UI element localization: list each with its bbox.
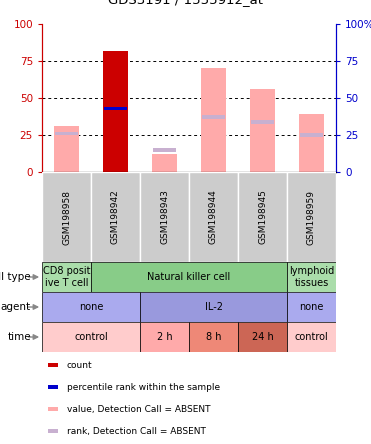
Text: value, Detection Call = ABSENT: value, Detection Call = ABSENT [67, 404, 210, 413]
Bar [189, 172, 238, 262]
Text: CD8 posit
ive T cell: CD8 posit ive T cell [43, 266, 90, 288]
Text: cell type: cell type [0, 272, 31, 282]
Bar [91, 262, 287, 292]
Text: lymphoid
tissues: lymphoid tissues [289, 266, 334, 288]
Text: GSM198945: GSM198945 [258, 190, 267, 245]
Text: rank, Detection Call = ABSENT: rank, Detection Call = ABSENT [67, 427, 206, 436]
Text: percentile rank within the sample: percentile rank within the sample [67, 382, 220, 392]
Text: GSM198942: GSM198942 [111, 190, 120, 244]
Bar [103, 51, 128, 172]
Text: none: none [299, 302, 324, 312]
Bar [140, 172, 189, 262]
Text: control: control [74, 332, 108, 342]
Bar [140, 322, 189, 352]
Text: time: time [7, 332, 31, 342]
Text: control: control [295, 332, 328, 342]
Text: none: none [79, 302, 103, 312]
Bar [287, 262, 336, 292]
Bar [203, 115, 224, 119]
Bar [299, 114, 324, 172]
Text: GSM198943: GSM198943 [160, 190, 169, 245]
Bar [42, 292, 140, 322]
Bar [152, 154, 177, 172]
Bar [287, 322, 336, 352]
Bar [48, 385, 59, 389]
Text: IL-2: IL-2 [204, 302, 223, 312]
Bar [287, 292, 336, 322]
Bar [201, 68, 226, 172]
Bar [91, 172, 140, 262]
Bar [140, 292, 287, 322]
Bar [48, 363, 59, 368]
Bar [42, 322, 140, 352]
Bar [287, 172, 336, 262]
Bar [250, 89, 275, 172]
Text: Natural killer cell: Natural killer cell [147, 272, 231, 282]
Text: count: count [67, 361, 92, 369]
Text: 8 h: 8 h [206, 332, 221, 342]
Text: GSM198944: GSM198944 [209, 190, 218, 244]
Text: GDS3191 / 1555912_at: GDS3191 / 1555912_at [108, 0, 263, 6]
Bar [42, 262, 91, 292]
Bar [48, 407, 59, 412]
Text: GSM198958: GSM198958 [62, 190, 71, 245]
Bar [105, 107, 127, 110]
Bar [301, 133, 322, 137]
Bar [252, 120, 273, 123]
Text: 2 h: 2 h [157, 332, 172, 342]
Bar [238, 172, 287, 262]
Bar [42, 172, 91, 262]
Bar [238, 322, 287, 352]
Text: GSM198959: GSM198959 [307, 190, 316, 245]
Bar [154, 148, 175, 152]
Text: 24 h: 24 h [252, 332, 273, 342]
Bar [189, 322, 238, 352]
Bar [54, 126, 79, 172]
Bar [56, 132, 78, 135]
Text: agent: agent [1, 302, 31, 312]
Bar [48, 428, 59, 433]
